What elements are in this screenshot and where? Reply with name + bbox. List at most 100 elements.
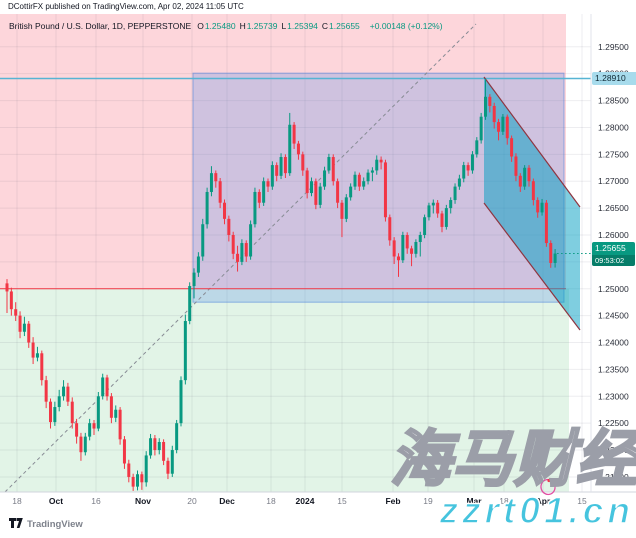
- marker-circle: [540, 478, 556, 496]
- candle-down: [153, 438, 157, 451]
- candle-up: [370, 170, 374, 173]
- candle-up: [179, 380, 183, 424]
- candle-down: [9, 291, 13, 310]
- candle-up: [362, 181, 366, 187]
- candle-down: [379, 159, 383, 163]
- candle-up: [88, 423, 92, 437]
- candle-up: [540, 202, 544, 213]
- candle-down: [218, 181, 222, 203]
- parallel-channel-drawing[interactable]: [484, 77, 580, 330]
- candle-down: [510, 138, 514, 157]
- time-tick-label: 15: [577, 496, 587, 506]
- candle-up: [192, 272, 196, 287]
- candle-up: [83, 436, 87, 453]
- candle-up: [101, 377, 105, 397]
- candle-up: [327, 157, 331, 171]
- candles-series: [5, 79, 557, 491]
- candle-down: [44, 380, 48, 402]
- candle-down: [405, 234, 409, 249]
- candle-up: [249, 224, 253, 257]
- candle-down: [305, 170, 309, 194]
- candle-down: [49, 401, 52, 423]
- zone-resistance-pink[interactable]: [0, 14, 566, 289]
- candle-up: [366, 172, 370, 182]
- attribution-text: DCottirFX published on TradingView.com, …: [8, 2, 244, 11]
- candle-up: [35, 353, 39, 358]
- candle-up: [53, 407, 57, 423]
- bar-countdown: 09:53:02: [592, 255, 635, 266]
- candle-down: [466, 165, 470, 171]
- candle-down: [336, 181, 340, 203]
- symbol-title[interactable]: British Pound / U.S. Dollar, 1D, PEPPERS…: [9, 21, 192, 31]
- candle-up: [401, 234, 405, 261]
- channel-upper-edge[interactable]: [483, 76, 581, 208]
- candle-up: [453, 186, 457, 201]
- candle-down: [79, 436, 83, 453]
- current-price-badge: 1.25655 09:53:02: [592, 242, 635, 266]
- candle-up: [427, 205, 431, 218]
- candle-up: [201, 224, 205, 257]
- candle-down: [314, 181, 318, 205]
- candle-up: [96, 396, 100, 429]
- symbol-info-bar[interactable]: British Pound / U.S. Dollar, 1D, PEPPERS…: [9, 21, 443, 31]
- time-tick-label: Nov: [135, 496, 151, 506]
- candle-down: [18, 315, 22, 332]
- price-tick-label: 1.26500: [598, 203, 629, 213]
- candle-down: [31, 342, 35, 358]
- candle-down: [410, 248, 414, 254]
- price-tick-label: 1.28000: [598, 122, 629, 132]
- candle-down: [244, 243, 248, 257]
- candle-up: [501, 116, 505, 132]
- candle-down: [301, 154, 305, 171]
- candle-down: [236, 253, 240, 262]
- zone-support-green[interactable]: [0, 288, 569, 492]
- candle-up: [431, 202, 435, 206]
- candle-down: [505, 116, 509, 139]
- candle-up: [175, 423, 179, 451]
- candle-down: [70, 401, 74, 424]
- candle-down: [75, 423, 79, 437]
- candle-up: [423, 217, 427, 235]
- price-tick-label: 1.24000: [598, 338, 629, 348]
- candle-up: [262, 181, 266, 203]
- candle-up: [157, 441, 161, 451]
- candle-up: [196, 256, 200, 273]
- candle-down: [544, 202, 548, 244]
- symbol-change: +0.00148 (+0.12%): [369, 21, 443, 31]
- candle-down: [492, 105, 496, 123]
- candle-up: [523, 167, 527, 187]
- tradingview-logo[interactable]: TradingView: [9, 515, 83, 533]
- candle-up: [414, 241, 418, 254]
- candle-down: [388, 217, 392, 241]
- price-tick-label: 1.27000: [598, 176, 629, 186]
- price-tick-label: 1.23000: [598, 391, 629, 401]
- time-tick-label: Apr: [536, 496, 551, 506]
- candle-up: [205, 191, 209, 225]
- candle-up: [183, 321, 187, 381]
- candle-down: [392, 240, 396, 257]
- candle-down: [40, 353, 44, 381]
- price-tick-label: 1.21500: [598, 472, 629, 482]
- time-tick-label: 18: [12, 496, 22, 506]
- candle-down: [227, 218, 231, 235]
- channel-lower-edge[interactable]: [483, 202, 581, 331]
- time-axis[interactable]: [0, 492, 591, 510]
- candle-down: [536, 200, 540, 213]
- price-tick-label: 1.27500: [598, 149, 629, 159]
- candle-up: [484, 96, 487, 117]
- candle-down: [223, 202, 226, 219]
- candle-up: [253, 191, 257, 225]
- time-tick-label: Oct: [49, 496, 63, 506]
- candle-up: [323, 170, 327, 187]
- candle-down: [118, 409, 122, 440]
- candle-up: [114, 409, 118, 418]
- candle-up: [479, 116, 483, 141]
- candle-up: [375, 159, 379, 171]
- time-tick-label: 16: [91, 496, 101, 506]
- price-tick-label: 1.23500: [598, 364, 629, 374]
- price-tick-label: 1.29500: [598, 42, 629, 52]
- price-tick-label: 1.28500: [598, 96, 629, 106]
- tradingview-logo-text: TradingView: [27, 518, 83, 530]
- candle-down: [383, 162, 387, 218]
